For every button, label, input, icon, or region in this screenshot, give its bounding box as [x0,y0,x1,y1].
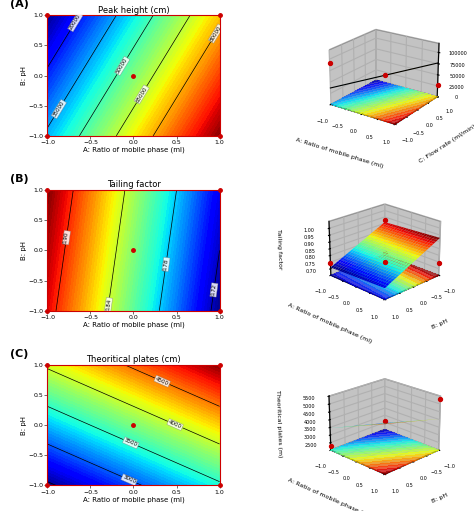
Text: 0.72: 0.72 [210,284,217,296]
X-axis label: A: Ratio of mobile phase (ml): A: Ratio of mobile phase (ml) [82,321,184,328]
Text: (B): (B) [9,174,28,184]
X-axis label: B: pH: B: pH [431,318,449,330]
Text: 0.78: 0.78 [163,258,169,271]
Text: 35000: 35000 [52,100,65,118]
Title: Theoritical plates (cm): Theoritical plates (cm) [86,355,181,364]
Title: Peak height (cm): Peak height (cm) [98,6,169,14]
Text: 0.90: 0.90 [63,231,70,244]
Y-axis label: B: pH: B: pH [21,415,27,435]
Text: 3000: 3000 [122,475,137,485]
Text: 50000: 50000 [116,57,129,75]
Y-axis label: B: pH: B: pH [21,66,27,85]
Text: 4000: 4000 [168,420,182,430]
Text: 4500: 4500 [155,376,170,386]
Text: (A): (A) [9,0,28,9]
Title: Tailing factor: Tailing factor [107,180,160,190]
X-axis label: A: Ratio of mobile phase (ml): A: Ratio of mobile phase (ml) [295,137,384,169]
X-axis label: B: pH: B: pH [431,493,449,504]
X-axis label: A: Ratio of mobile phase (ml): A: Ratio of mobile phase (ml) [82,147,184,153]
X-axis label: A: Ratio of mobile phase (ml): A: Ratio of mobile phase (ml) [82,496,184,502]
Text: (C): (C) [9,349,28,359]
Text: 65000: 65000 [135,86,148,103]
Text: 20000: 20000 [69,13,82,31]
Y-axis label: A: Ratio of mobile phase (ml): A: Ratio of mobile phase (ml) [287,303,372,345]
Y-axis label: C: Flow rate (ml/min): C: Flow rate (ml/min) [419,124,474,165]
Y-axis label: A: Ratio of mobile phase (ml): A: Ratio of mobile phase (ml) [287,478,372,511]
Text: 80000: 80000 [209,25,222,42]
Text: 3500: 3500 [123,438,138,448]
Y-axis label: B: pH: B: pH [21,241,27,260]
Text: 0.84: 0.84 [105,298,112,311]
